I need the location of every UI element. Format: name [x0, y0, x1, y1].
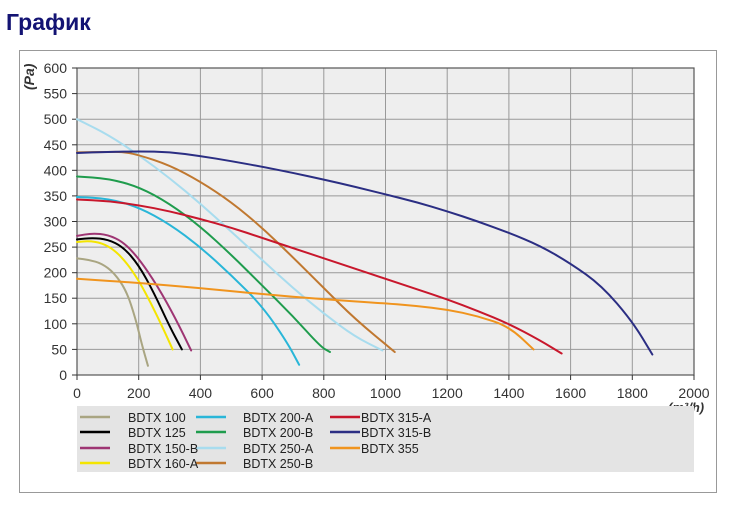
- svg-text:350: 350: [44, 188, 68, 204]
- svg-text:400: 400: [44, 162, 68, 178]
- svg-text:1600: 1600: [555, 385, 586, 401]
- svg-text:800: 800: [312, 385, 336, 401]
- svg-text:450: 450: [44, 137, 68, 153]
- svg-text:250: 250: [44, 239, 68, 255]
- svg-text:200: 200: [44, 265, 68, 281]
- svg-text:150: 150: [44, 290, 68, 306]
- svg-text:400: 400: [189, 385, 213, 401]
- svg-text:100: 100: [44, 316, 68, 332]
- svg-text:600: 600: [44, 60, 68, 76]
- svg-text:1000: 1000: [370, 385, 401, 401]
- svg-text:1800: 1800: [617, 385, 648, 401]
- svg-text:300: 300: [44, 214, 68, 230]
- svg-text:1400: 1400: [493, 385, 524, 401]
- svg-text:550: 550: [44, 86, 68, 102]
- svg-text:200: 200: [127, 385, 151, 401]
- svg-text:2000: 2000: [678, 385, 709, 401]
- svg-text:1200: 1200: [432, 385, 463, 401]
- svg-text:600: 600: [250, 385, 274, 401]
- svg-text:0: 0: [59, 367, 67, 383]
- svg-text:50: 50: [51, 341, 67, 357]
- svg-text:500: 500: [44, 111, 68, 127]
- svg-text:0: 0: [73, 385, 81, 401]
